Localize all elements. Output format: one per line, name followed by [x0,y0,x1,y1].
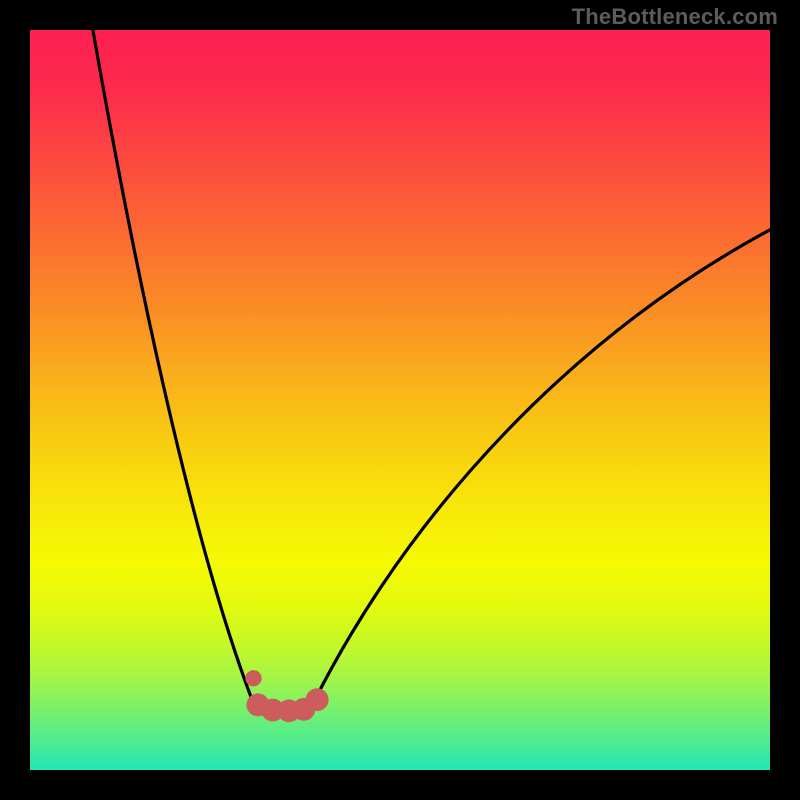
chart-stage: TheBottleneck.com [0,0,800,800]
valley-big-dot-4 [306,688,329,711]
left-curve [93,30,252,700]
plot-area [30,30,770,770]
valley-small-dot [245,670,261,686]
right-curve [315,230,770,700]
curve-layer [30,30,770,770]
watermark-text: TheBottleneck.com [572,4,778,30]
